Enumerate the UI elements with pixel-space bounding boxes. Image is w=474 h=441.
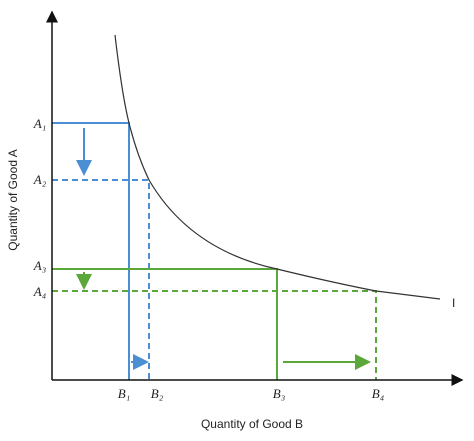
y-point-label: A₄	[33, 284, 47, 299]
x-point-label: B₂	[151, 386, 164, 401]
y-point-label: A₃	[33, 258, 46, 273]
x-point-label: B₁	[118, 386, 130, 401]
x-point-label: B₄	[372, 386, 385, 401]
a4-b4-lines	[52, 290, 377, 380]
x-point-label: B₃	[273, 386, 285, 401]
y-point-label: A₁	[33, 116, 46, 131]
x-axis-title: Quantity of Good B	[201, 417, 303, 431]
y-point-label: A₂	[33, 172, 47, 187]
a2-b2-lines	[52, 179, 150, 380]
y-axis-title: Quantity of Good A	[6, 149, 20, 250]
a1-b1-lines	[52, 122, 130, 380]
curve-label: I	[452, 296, 455, 310]
indifference-curve	[114, 34, 441, 300]
a3-b3-lines	[52, 268, 278, 380]
